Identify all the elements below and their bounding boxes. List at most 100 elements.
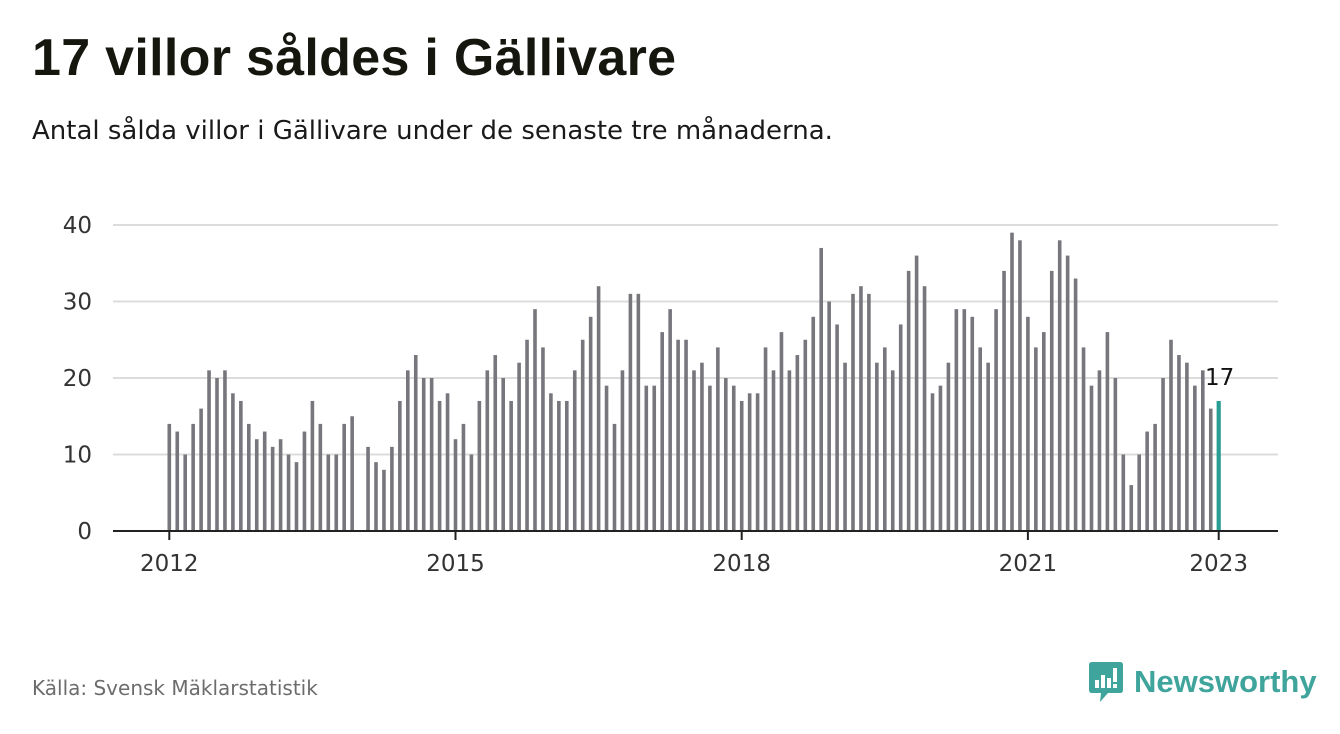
brand-logo[interactable]: Newsworthy bbox=[1088, 660, 1317, 704]
bar bbox=[461, 423, 466, 531]
bar bbox=[771, 370, 776, 531]
bar bbox=[803, 339, 808, 531]
bar bbox=[1208, 408, 1213, 531]
bar bbox=[1018, 240, 1022, 532]
y-tick-label: 40 bbox=[63, 213, 92, 239]
bar bbox=[1105, 332, 1110, 531]
bar-chart: 0 10 20 30 40 2012 2015 2018 2021 2023 17 bbox=[63, 213, 1278, 577]
bar bbox=[1049, 270, 1054, 531]
bar bbox=[326, 454, 331, 531]
bar bbox=[572, 370, 577, 531]
bar bbox=[485, 370, 490, 531]
bar bbox=[1113, 378, 1118, 531]
bar bbox=[350, 416, 354, 531]
x-tick-label: 2023 bbox=[1189, 551, 1248, 577]
bar bbox=[453, 439, 458, 531]
bar bbox=[779, 332, 784, 531]
bar bbox=[1042, 332, 1046, 531]
bar bbox=[692, 370, 696, 531]
bar bbox=[525, 339, 529, 531]
bar bbox=[875, 362, 879, 531]
bar bbox=[652, 385, 657, 531]
bar bbox=[1161, 378, 1165, 531]
bar bbox=[207, 370, 211, 531]
bar bbox=[1034, 347, 1038, 531]
chart-title: 17 villor såldes i Gällivare bbox=[32, 29, 677, 87]
bar bbox=[533, 309, 537, 531]
bar bbox=[286, 454, 291, 531]
x-tick-label: 2018 bbox=[712, 551, 771, 577]
bar bbox=[580, 339, 585, 531]
bar bbox=[676, 339, 680, 531]
bar bbox=[509, 400, 513, 531]
bar bbox=[1065, 255, 1070, 531]
bar bbox=[334, 454, 339, 531]
bar bbox=[1010, 232, 1014, 531]
bar bbox=[930, 393, 935, 531]
bar-highlight bbox=[1216, 400, 1221, 531]
bar bbox=[1002, 270, 1006, 531]
bar bbox=[262, 431, 267, 531]
bar bbox=[851, 293, 855, 531]
source-note: Källa: Svensk Mäklarstatistik bbox=[32, 676, 318, 700]
bar bbox=[390, 446, 394, 531]
bar bbox=[1137, 454, 1141, 531]
bar bbox=[549, 393, 553, 531]
bar bbox=[270, 446, 275, 531]
bar bbox=[167, 423, 172, 531]
bar bbox=[247, 423, 251, 531]
newsworthy-logo-icon bbox=[1089, 662, 1123, 702]
bar bbox=[628, 293, 633, 531]
bar bbox=[898, 324, 903, 531]
bar bbox=[1185, 362, 1189, 531]
bar bbox=[636, 293, 641, 531]
bar bbox=[938, 385, 943, 531]
bar bbox=[906, 270, 911, 531]
bar bbox=[429, 378, 434, 531]
bar bbox=[294, 462, 299, 531]
bar bbox=[366, 446, 370, 531]
x-tick-label: 2012 bbox=[140, 551, 199, 577]
bar bbox=[827, 301, 831, 531]
bar bbox=[1193, 385, 1197, 531]
bar bbox=[787, 370, 792, 531]
bar bbox=[731, 385, 736, 531]
bar bbox=[612, 423, 617, 531]
bar bbox=[517, 362, 521, 531]
bar bbox=[1073, 278, 1078, 531]
brand-name: Newsworthy bbox=[1134, 664, 1317, 699]
bar bbox=[986, 362, 990, 531]
y-tick-label: 30 bbox=[63, 290, 92, 316]
bar bbox=[724, 378, 728, 531]
bar bbox=[994, 309, 998, 531]
bar bbox=[708, 385, 712, 531]
bars bbox=[167, 232, 1221, 532]
bar bbox=[739, 400, 744, 531]
bar bbox=[413, 355, 418, 531]
bar bbox=[1089, 385, 1094, 531]
bar bbox=[1081, 347, 1086, 531]
bar bbox=[922, 286, 927, 531]
bar bbox=[398, 400, 402, 531]
bar bbox=[954, 309, 959, 531]
bar bbox=[883, 347, 887, 531]
bar bbox=[1026, 316, 1030, 531]
bar bbox=[835, 324, 839, 531]
bar bbox=[644, 385, 649, 531]
bar bbox=[596, 286, 601, 531]
x-tick-label: 2021 bbox=[999, 551, 1058, 577]
bar bbox=[254, 439, 259, 531]
bar bbox=[278, 439, 283, 531]
bar bbox=[890, 370, 895, 531]
bar bbox=[795, 355, 800, 531]
bar bbox=[215, 378, 219, 531]
bar bbox=[302, 431, 307, 531]
y-tick-label: 10 bbox=[63, 443, 92, 469]
bar bbox=[962, 309, 967, 531]
bar bbox=[1145, 431, 1149, 531]
bar bbox=[978, 347, 982, 531]
bar bbox=[318, 423, 323, 531]
bar bbox=[191, 423, 195, 531]
labels: 0 10 20 30 40 2012 2015 2018 2021 2023 17 bbox=[63, 213, 1248, 577]
bar bbox=[477, 400, 482, 531]
